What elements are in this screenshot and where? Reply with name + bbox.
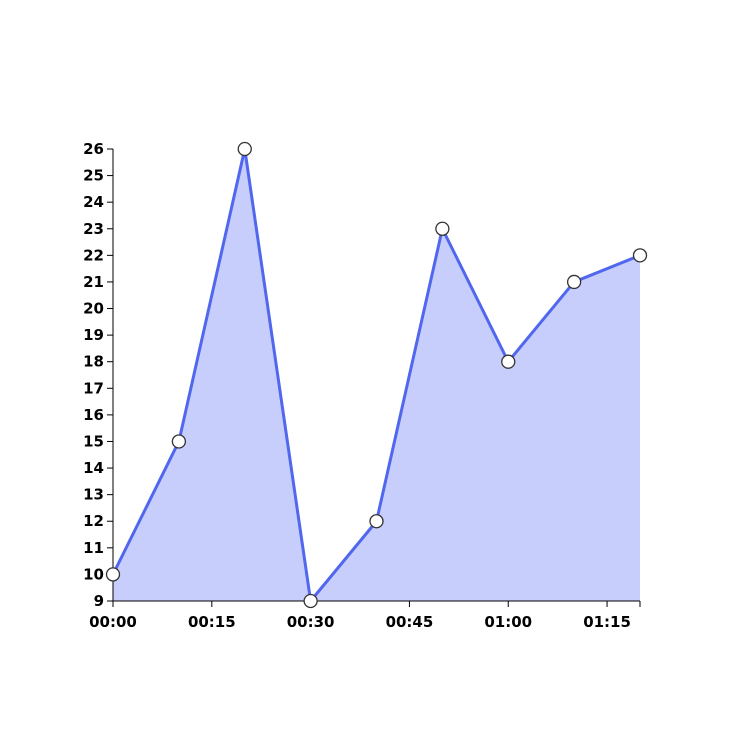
data-point	[303, 593, 318, 609]
area-layer	[113, 149, 640, 601]
data-point	[632, 248, 648, 263]
y-tick-label: 19	[83, 326, 104, 344]
x-tick-label: 00:30	[287, 613, 335, 631]
y-tick-label: 22	[83, 246, 104, 264]
y-tick-label: 14	[83, 459, 104, 477]
data-point	[171, 434, 187, 449]
x-axis: 00:00 00:15 00:30 00:45 01:00 01:15	[89, 600, 641, 631]
y-tick-label: 18	[83, 353, 104, 371]
data-point	[369, 514, 384, 529]
data-point	[501, 354, 516, 369]
y-tick-label: 15	[83, 432, 104, 450]
y-tick-label: 23	[83, 220, 104, 238]
y-tick-label: 20	[83, 300, 104, 318]
area-fill	[113, 149, 640, 601]
data-point	[435, 221, 450, 236]
y-axis: 9 10 11 12 13 14 15 16 17 18 19 20 21 22 23 24 25 26	[83, 140, 114, 610]
y-tick-label: 17	[83, 379, 104, 397]
y-tick-label: 24	[83, 193, 104, 211]
x-tick-label: 00:15	[188, 613, 236, 631]
y-tick-label: 10	[83, 565, 104, 583]
y-tick-label: 21	[83, 273, 104, 291]
data-point	[105, 567, 121, 582]
y-tick-label: 16	[83, 406, 104, 424]
x-tick-label: 01:00	[484, 613, 532, 631]
y-tick-label: 11	[83, 539, 104, 557]
x-tick-label: 00:00	[89, 613, 137, 631]
y-tick-label: 25	[83, 167, 104, 185]
x-tick-label: 01:15	[583, 613, 631, 631]
y-tick-label: 9	[94, 592, 104, 610]
data-point	[566, 274, 582, 290]
x-tick-label: 00:45	[386, 613, 434, 631]
data-point	[237, 141, 252, 157]
y-tick-label: 12	[83, 512, 104, 530]
y-tick-label: 26	[83, 140, 104, 158]
y-tick-label: 13	[83, 486, 104, 504]
marker-layer	[105, 141, 648, 609]
